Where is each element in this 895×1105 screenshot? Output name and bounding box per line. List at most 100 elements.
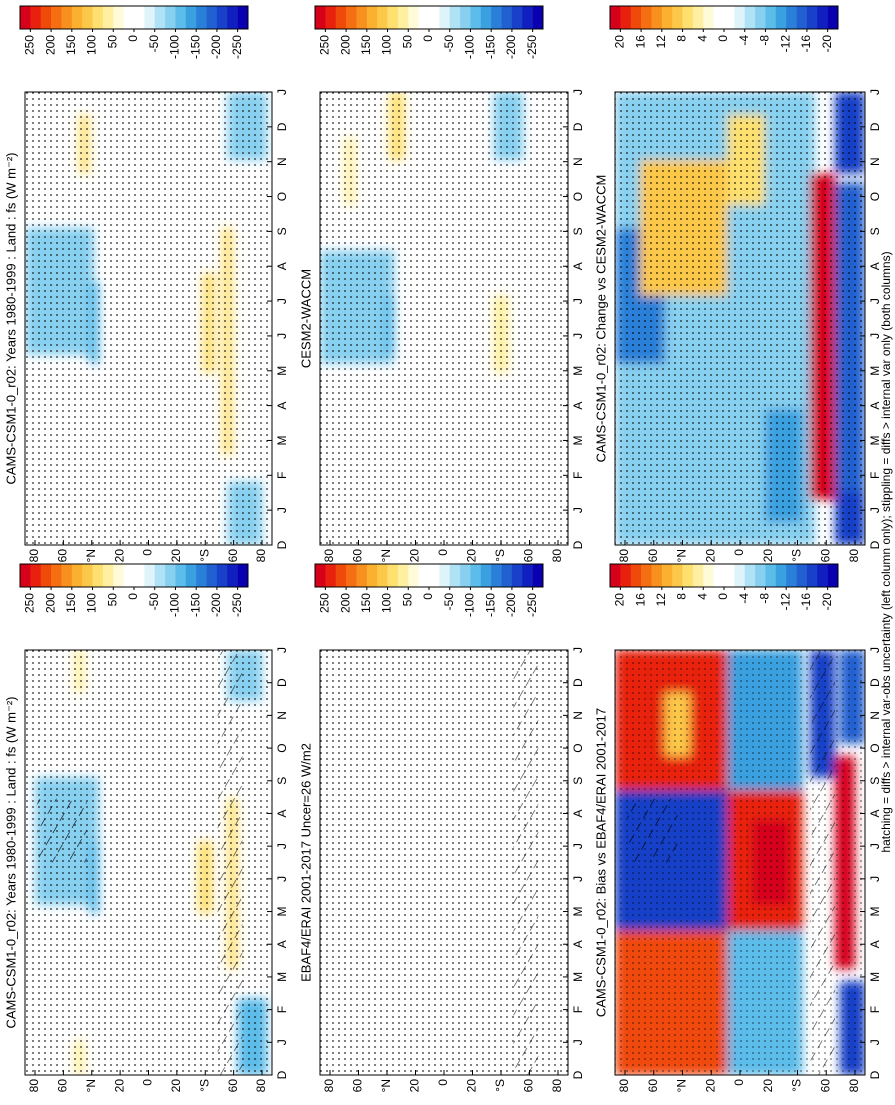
lat-label: 80 [254, 1079, 268, 1093]
lat-label: 20 [408, 1079, 422, 1093]
panel: CAMS-CSM1-0_r02: Years 1980-1999 : Land … [3, 563, 289, 1093]
lat-label: 80 [322, 1079, 336, 1093]
colorbar-swatch [775, 564, 787, 587]
colorbar-swatch [71, 6, 83, 29]
colorbar-swatch [397, 564, 409, 587]
panel: CAMS-CSM1-0_r02: Bias vs EBAF4/ERAI 2001… [593, 563, 882, 1093]
colorbar-swatch [672, 6, 683, 29]
colorbar-swatch [532, 564, 544, 587]
colorbar-label: 8 [675, 35, 689, 42]
stippling [615, 92, 865, 545]
colorbar-swatch [630, 564, 642, 587]
lat-label: 80 [322, 549, 336, 563]
colorbar-swatch [511, 6, 523, 29]
colorbar-label: 50 [105, 593, 119, 607]
colorbar-swatch [134, 564, 145, 587]
lat-label: 80 [550, 549, 564, 563]
month-label: J [571, 298, 585, 304]
lat-label: °N [84, 1079, 98, 1092]
panel: CAMS-CSM1-0_r02: Years 1980-1999 : Land … [3, 5, 289, 562]
month-label: A [868, 262, 882, 270]
month-label: J [571, 333, 585, 339]
month-label: N [571, 157, 585, 166]
colorbar-label: 20 [613, 35, 627, 49]
colorbar-label: -150 [188, 35, 202, 59]
lat-label: °S [493, 1079, 507, 1092]
colorbar-swatch [692, 6, 704, 29]
colorbar-label: 16 [633, 593, 647, 607]
colorbar-swatch [154, 6, 166, 29]
colorbar-swatch [682, 564, 694, 587]
month-label: J [571, 1039, 585, 1045]
stippling [320, 92, 568, 545]
colorbar-swatch [672, 564, 683, 587]
colorbar-label: 50 [400, 593, 414, 607]
month-label: S [275, 777, 289, 785]
lat-label: 80 [550, 1079, 564, 1093]
month-label: D [275, 1070, 289, 1079]
colorbar-label: 150 [64, 35, 78, 55]
month-label: A [275, 402, 289, 410]
month-label: N [275, 711, 289, 720]
hatching [627, 798, 678, 863]
lat-label: 60 [646, 549, 660, 563]
lat-label: 80 [617, 1079, 631, 1093]
colorbar-swatch [356, 564, 368, 587]
colorbar-swatch [734, 6, 746, 29]
colorbar-swatch [692, 564, 704, 587]
colorbar-swatch [775, 6, 787, 29]
colorbar-swatch [439, 564, 451, 587]
colorbar-swatch [511, 564, 523, 587]
lat-label: 80 [27, 1079, 41, 1093]
colorbar-swatch [408, 6, 419, 29]
colorbar-label: 0 [126, 593, 140, 600]
colorbar-label: 50 [105, 35, 119, 49]
colorbar-label: 4 [695, 593, 709, 600]
colorbar-swatch [206, 564, 218, 587]
colorbar-label: -200 [504, 35, 518, 59]
colorbar-swatch [610, 6, 621, 29]
month-label: D [275, 678, 289, 687]
colorbar-swatch [449, 564, 461, 587]
colorbar-label: 150 [359, 35, 373, 55]
month-label: A [868, 402, 882, 410]
lat-label: 0 [732, 1079, 746, 1086]
colorbar-swatch [796, 564, 808, 587]
month-label: D [275, 540, 289, 549]
field [25, 92, 272, 545]
lat-label: 60 [226, 1079, 240, 1093]
colorbar-swatch [755, 564, 766, 587]
colorbar-swatch [491, 6, 502, 29]
colorbar-swatch [724, 564, 735, 587]
month-label: A [571, 402, 585, 410]
month-label: F [275, 472, 289, 479]
hatching [217, 650, 243, 1075]
colorbar-swatch [491, 564, 502, 587]
month-label: J [275, 647, 289, 653]
colorbar-label: -150 [483, 593, 497, 617]
lat-label: 20 [703, 549, 717, 563]
colorbar-swatch [82, 564, 93, 587]
colorbar-swatch [470, 564, 482, 587]
colorbar-swatch [356, 6, 368, 29]
colorbar-label: -20 [820, 35, 834, 53]
colorbar-label: 200 [338, 593, 352, 613]
colorbar-swatch [480, 6, 492, 29]
colorbar-swatch [40, 6, 52, 29]
colorbar-swatch [460, 6, 471, 29]
colorbar-swatch [786, 6, 797, 29]
month-label: J [275, 333, 289, 339]
colorbar-swatch [827, 6, 839, 29]
month-label: F [868, 472, 882, 479]
month-label: J [275, 843, 289, 849]
lat-label: °S [790, 1079, 804, 1092]
lat-label: 20 [761, 549, 775, 563]
month-label: S [571, 227, 585, 235]
colorbar-swatch [113, 564, 124, 587]
colorbar-swatch [641, 6, 652, 29]
colorbar-label: 0 [716, 35, 730, 42]
colorbar-swatch [185, 6, 197, 29]
lat-label: 0 [436, 549, 450, 556]
colorbar-swatch [196, 564, 207, 587]
colorbar-label: 250 [23, 35, 37, 55]
